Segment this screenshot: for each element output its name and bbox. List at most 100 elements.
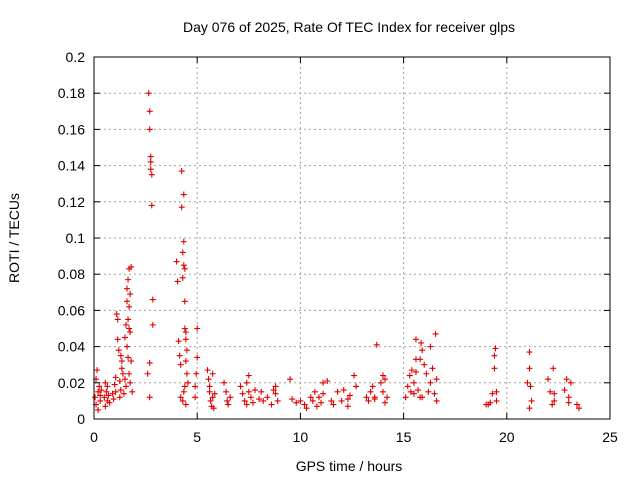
data-point: [184, 379, 191, 386]
data-point: [209, 370, 216, 377]
data-point: [549, 401, 556, 408]
data-point: [204, 367, 211, 374]
data-point: [421, 361, 428, 368]
data-point: [114, 316, 121, 323]
data-point: [118, 365, 125, 372]
data-point: [249, 399, 256, 406]
data-point: [412, 368, 419, 375]
data-point: [117, 352, 124, 359]
data-point: [573, 401, 580, 408]
data-point: [547, 388, 554, 395]
data-point: [526, 405, 533, 412]
data-point: [92, 394, 99, 401]
data-point: [183, 347, 190, 354]
data-point: [180, 262, 187, 269]
data-point: [175, 338, 182, 345]
data-point: [127, 329, 134, 336]
data-point: [289, 396, 296, 403]
data-point: [237, 383, 244, 390]
data-point: [427, 379, 434, 386]
data-point: [377, 379, 384, 386]
data-point: [103, 388, 110, 395]
data-point: [180, 238, 187, 245]
data-point: [120, 390, 127, 397]
data-point: [410, 379, 417, 386]
y-tick-label: 0.06: [58, 302, 85, 318]
data-point: [227, 394, 234, 401]
data-point: [181, 265, 188, 272]
data-point: [258, 388, 265, 395]
data-point: [353, 383, 360, 390]
data-point: [427, 343, 434, 350]
chart-title: Day 076 of 2025, Rate Of TEC Index for r…: [183, 19, 515, 35]
data-point: [425, 388, 432, 395]
data-point: [95, 406, 102, 413]
data-point: [410, 390, 417, 397]
data-point: [181, 298, 188, 305]
data-point: [181, 325, 188, 332]
data-point: [239, 390, 246, 397]
data-point: [112, 374, 119, 381]
data-point: [320, 390, 327, 397]
data-point: [144, 370, 151, 377]
data-point: [346, 392, 353, 399]
data-point: [551, 397, 558, 404]
data-point: [183, 370, 190, 377]
y-tick-label: 0.18: [58, 85, 85, 101]
data-point: [419, 394, 426, 401]
data-point: [311, 388, 318, 395]
data-point: [423, 370, 430, 377]
data-point: [270, 387, 277, 394]
data-point: [404, 383, 411, 390]
data-point: [526, 349, 533, 356]
data-point: [182, 358, 189, 365]
data-point: [179, 274, 186, 281]
data-point: [493, 388, 500, 395]
data-point: [241, 397, 248, 404]
data-point: [524, 379, 531, 386]
gridlines: [94, 57, 610, 419]
data-point: [243, 401, 250, 408]
data-point: [287, 376, 294, 383]
data-point: [97, 397, 104, 404]
data-point: [303, 405, 310, 412]
data-point: [147, 158, 154, 165]
data-point: [126, 325, 133, 332]
data-point: [112, 388, 119, 395]
data-point: [431, 390, 438, 397]
data-point: [128, 263, 135, 270]
x-tick-label: 15: [396, 429, 412, 445]
data-point: [121, 376, 128, 383]
data-point: [110, 396, 117, 403]
data-point: [418, 339, 425, 346]
data-point: [178, 204, 185, 211]
data-point: [181, 383, 188, 390]
data-point: [432, 330, 439, 337]
data-point: [338, 397, 345, 404]
data-point: [173, 258, 180, 265]
data-point: [116, 394, 123, 401]
data-point: [124, 343, 131, 350]
data-point: [412, 336, 419, 343]
data-point: [125, 276, 132, 283]
data-point: [117, 387, 124, 394]
data-point: [182, 329, 189, 336]
y-tick-label: 0.16: [58, 121, 85, 137]
data-point: [178, 168, 185, 175]
data-point: [245, 372, 252, 379]
data-point: [98, 387, 105, 394]
data-point: [408, 367, 415, 374]
data-point: [492, 345, 499, 352]
y-tick-label: 0.12: [58, 194, 85, 210]
data-point: [129, 388, 136, 395]
data-point: [318, 399, 325, 406]
data-point: [551, 390, 558, 397]
data-point: [344, 403, 351, 410]
data-point: [109, 390, 116, 397]
data-point: [369, 383, 376, 390]
axes: 0 0.02 0.04 0.06 0.08 0.1 0.12 0.14 0.16 0.18 0.2 0…: [58, 49, 618, 445]
data-point: [365, 397, 372, 404]
data-point: [119, 370, 126, 377]
data-point: [114, 336, 121, 343]
data-point: [264, 394, 271, 401]
